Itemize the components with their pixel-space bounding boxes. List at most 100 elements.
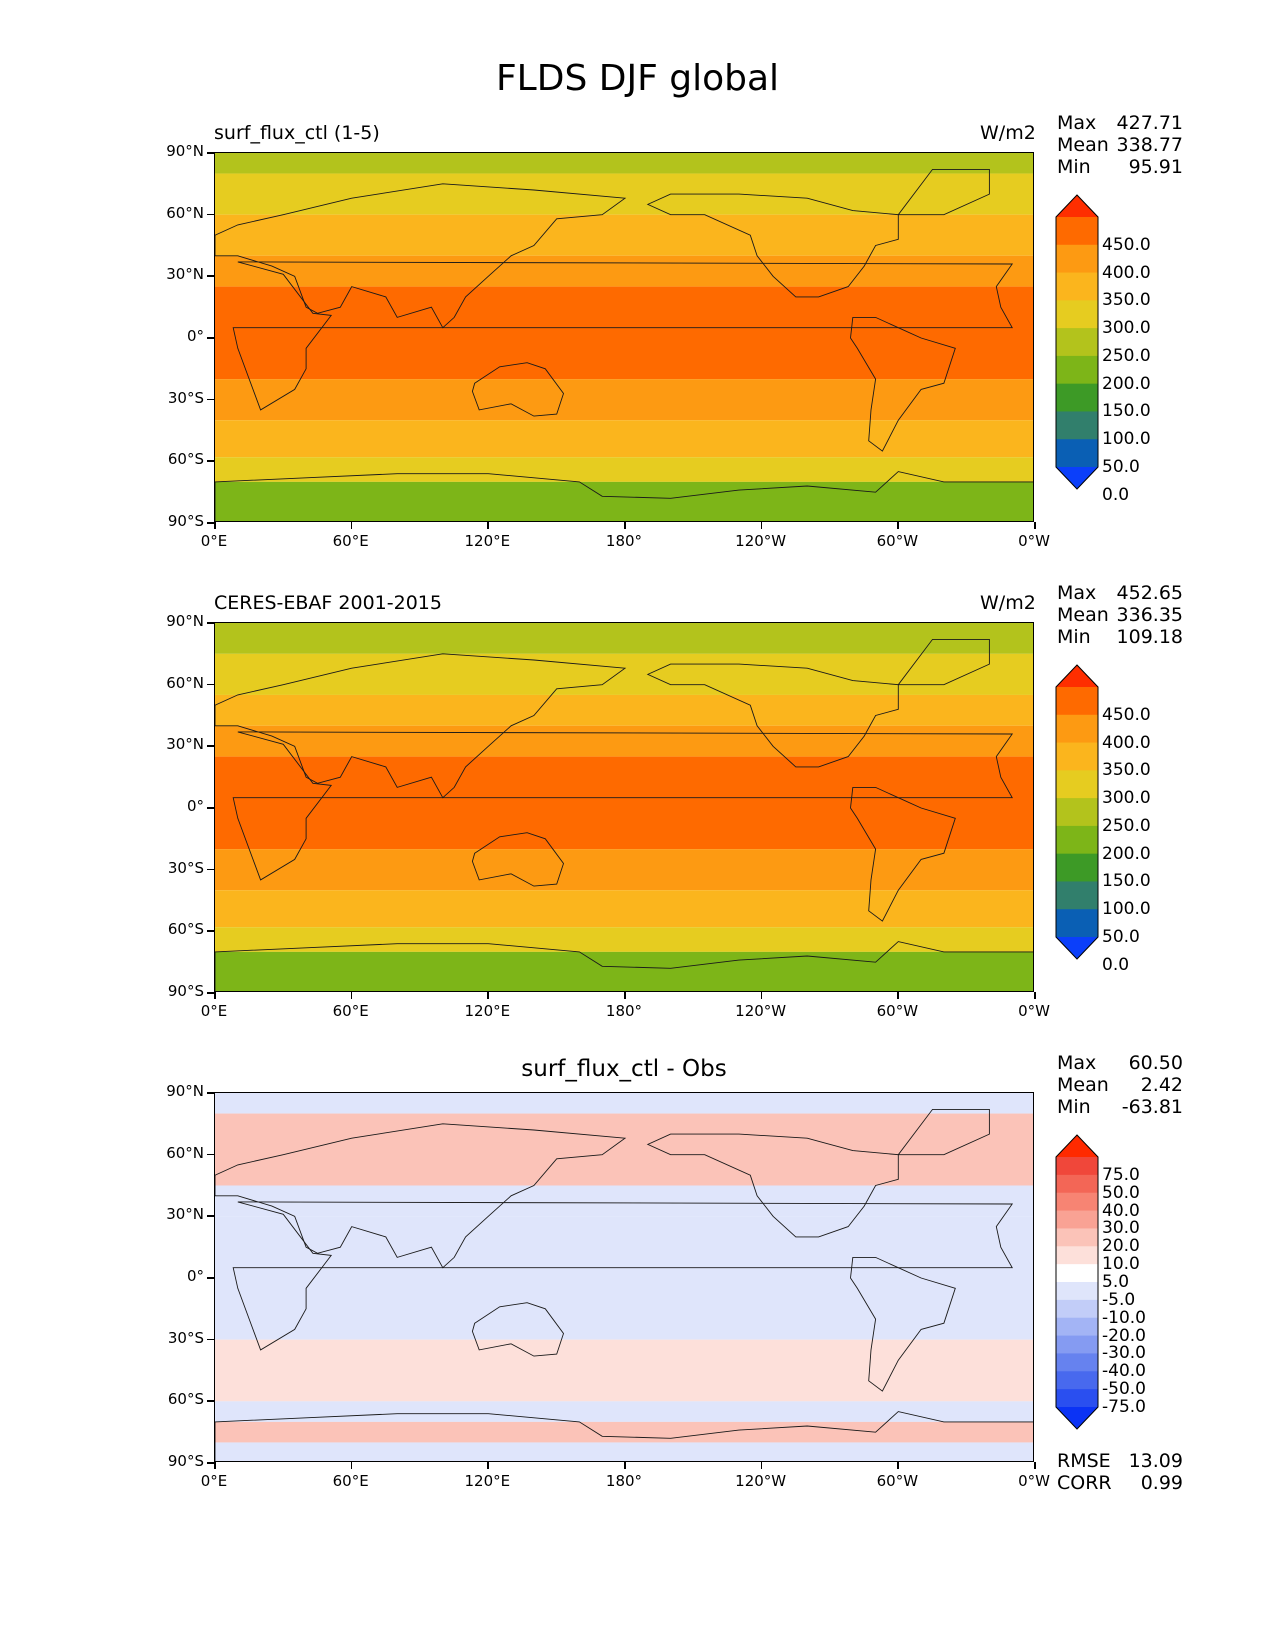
data-band-4 (215, 1216, 1033, 1340)
coastline-4 (646, 1133, 899, 1238)
lat-tick-mark (207, 868, 214, 871)
data-band-9 (215, 951, 1033, 991)
colorbar-segment-2 (1056, 714, 1098, 744)
colorbar-segment-7 (1056, 1264, 1098, 1283)
panel-left-title: surf_flux_ctl (1-5) (214, 122, 380, 144)
data-band-3 (215, 694, 1033, 726)
lat-tick-mark (207, 275, 214, 277)
data-band-5 (215, 286, 1033, 380)
lon-tick-label: 60°E (332, 1002, 369, 1020)
colorbar-tick-label: 150.0 (1102, 401, 1151, 422)
lat-tick-label: 0° (186, 1267, 204, 1285)
colorbar-bottom-extend (1056, 1407, 1098, 1429)
coastline-2 (232, 261, 1014, 411)
coastline-7 (215, 941, 1033, 991)
lat-tick-label: 30°N (166, 265, 204, 284)
lat-tick-label: 30°S (167, 388, 204, 407)
map-plot-area (214, 152, 1034, 522)
map-svg (215, 623, 1033, 991)
lon-tick-mark (1034, 1462, 1036, 1469)
lon-tick-mark (760, 1462, 763, 1469)
map-plot-area (214, 1092, 1034, 1462)
lat-tick-mark (207, 807, 214, 809)
lon-tick-mark (1034, 522, 1036, 529)
coastline-3 (471, 362, 565, 417)
data-band-4 (215, 725, 1033, 757)
stat-mean-value: 338.77 (1116, 134, 1183, 156)
data-band-5 (215, 756, 1033, 850)
colorbar-tick-label: 400.0 (1102, 732, 1151, 753)
lat-tick-mark (207, 745, 214, 747)
lon-tick-label: 120°E (464, 1002, 511, 1020)
colorbar-segment-11 (1056, 1335, 1098, 1354)
lat-tick-mark (207, 522, 214, 524)
data-band-8 (215, 1442, 1033, 1461)
lon-tick-label: 0°E (200, 532, 228, 550)
data-band-6 (215, 849, 1033, 891)
stat-mean-label: Mean (1057, 604, 1109, 626)
lon-tick-mark (487, 522, 489, 529)
coastline-7 (215, 1411, 1033, 1461)
metric-rmse-label: RMSE (1057, 1450, 1111, 1472)
lat-tick-mark (207, 1462, 214, 1464)
lon-tick-label: 180° (605, 1472, 643, 1490)
colorbar-segment-7 (1056, 853, 1098, 882)
lon-tick-mark (760, 522, 763, 529)
lat-tick-mark (207, 337, 214, 339)
map-svg (215, 1093, 1033, 1461)
colorbar-tick-label: 0.0 (1102, 954, 1130, 975)
lon-tick-label: 180° (605, 532, 643, 550)
data-band-3 (215, 214, 1033, 256)
data-band-6 (215, 1401, 1033, 1422)
lat-tick-mark (207, 1277, 214, 1279)
lon-tick-label: 0°E (200, 1002, 228, 1020)
panel-center-title: surf_flux_ctl - Obs (521, 1056, 727, 1082)
lon-tick-label: 60°W (876, 532, 919, 550)
colorbar-segment-3 (1056, 1192, 1098, 1212)
stat-max-value: 60.50 (1128, 1052, 1183, 1074)
lat-tick-mark (207, 398, 214, 401)
colorbar-tick-label: 40.0 (1102, 1200, 1140, 1221)
colorbar-tick-label: 50.0 (1102, 457, 1140, 477)
colorbar-tick-label: 10.0 (1102, 1254, 1140, 1275)
colorbar-tick-label: -10.0 (1102, 1307, 1146, 1328)
lat-tick-label: 90°S (167, 512, 204, 530)
colorbar (1055, 664, 1099, 960)
data-band-6 (215, 379, 1033, 421)
colorbar-segment-2 (1056, 1174, 1098, 1194)
colorbar-segment-4 (1056, 770, 1098, 799)
coastline-2 (232, 731, 1014, 881)
data-band-8 (215, 927, 1033, 952)
colorbar-segment-7 (1056, 383, 1098, 412)
data-band-3 (215, 1185, 1033, 1217)
lon-tick-label: 0°W (1018, 1472, 1050, 1490)
lon-tick-mark (1034, 992, 1036, 999)
lon-tick-label: 120°W (735, 1002, 787, 1020)
lat-tick-label: 30°N (166, 735, 204, 754)
lon-tick-label: 0°E (200, 1472, 228, 1490)
colorbar-tick-label: 30.0 (1102, 1218, 1140, 1239)
lon-tick-label: 180° (605, 1002, 643, 1020)
lat-tick-label: 60°N (166, 673, 204, 692)
coastlines (215, 168, 1033, 521)
lat-tick-mark (207, 460, 214, 462)
lat-tick-mark (207, 930, 214, 932)
lat-tick-mark (207, 1338, 214, 1341)
colorbar-tick-label: 20.0 (1102, 1236, 1140, 1257)
data-band-7 (215, 420, 1033, 458)
lon-tick-mark (214, 1462, 216, 1469)
colorbar-tick-label: -50.0 (1102, 1379, 1146, 1400)
lat-tick-mark (207, 1215, 214, 1217)
colorbar-tick-label: 100.0 (1102, 899, 1151, 920)
coastline-3 (471, 832, 565, 887)
lon-tick-label: 60°W (876, 1002, 919, 1020)
data-band-2 (215, 1113, 1033, 1186)
lat-tick-label: 0° (186, 797, 204, 815)
data-band-7 (215, 1421, 1033, 1443)
colorbar-segment-9 (1056, 909, 1098, 938)
colorbar-tick-label: 50.0 (1102, 1182, 1140, 1203)
lon-tick-mark (624, 1462, 626, 1469)
lon-tick-mark (760, 992, 763, 999)
colorbar-tick-label: -75.0 (1102, 1397, 1146, 1417)
colorbar-segment-3 (1056, 742, 1098, 771)
